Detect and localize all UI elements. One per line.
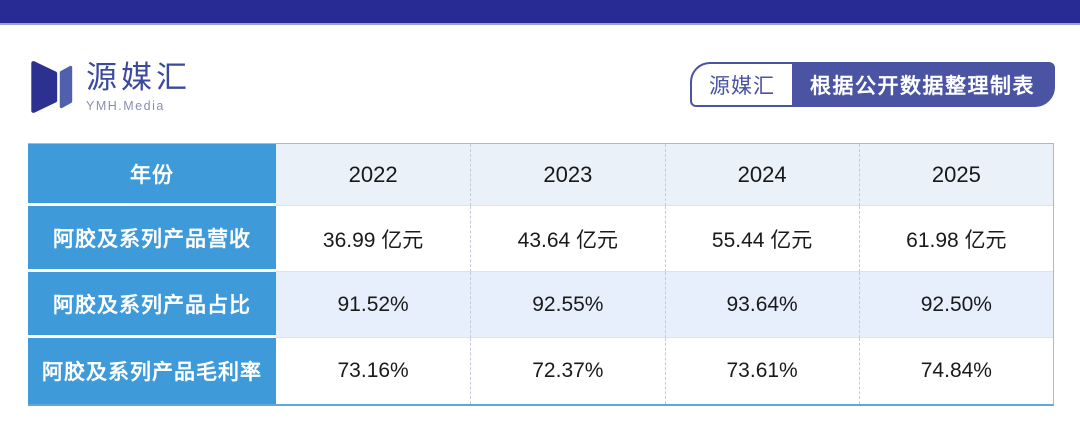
- source-badge-brand: 源媒汇: [692, 64, 792, 105]
- table-cell: 43.64 亿元: [470, 206, 665, 272]
- table-cell: 73.61%: [664, 338, 859, 404]
- brand-text-block: 源媒汇 YMH.Media: [86, 60, 191, 113]
- table-cell: 92.50%: [858, 272, 1053, 338]
- ymh-logo-icon: [31, 61, 73, 113]
- table-cell: 61.98 亿元: [858, 206, 1053, 272]
- brand-logo: 源媒汇 YMH.Media: [30, 58, 191, 116]
- data-table: 年份 2022 2023 2024 2025 阿胶及系列产品营收 36.99 亿…: [28, 143, 1054, 406]
- table-header-2024: 2024: [664, 144, 859, 206]
- table-cell: 92.55%: [470, 272, 665, 338]
- table-header-2025: 2025: [858, 144, 1053, 206]
- table-cell: 93.64%: [664, 272, 859, 338]
- table-cell: 91.52%: [276, 272, 471, 338]
- row-label-gross-margin: 阿胶及系列产品毛利率: [28, 338, 276, 404]
- row-label-revenue: 阿胶及系列产品营收: [28, 206, 276, 272]
- table-header-year: 年份: [28, 144, 276, 206]
- table-cell: 74.84%: [858, 338, 1053, 404]
- table-cell: 73.16%: [276, 338, 471, 404]
- brand-name: 源媒汇: [86, 60, 191, 96]
- brand-tagline: YMH.Media: [86, 98, 165, 113]
- source-badge: 源媒汇 根据公开数据整理制表: [690, 62, 1055, 107]
- top-accent-bar: [0, 0, 1080, 25]
- table-cell: 72.37%: [470, 338, 665, 404]
- source-badge-note: 根据公开数据整理制表: [792, 64, 1053, 105]
- row-label-share: 阿胶及系列产品占比: [28, 272, 276, 338]
- table-cell: 36.99 亿元: [276, 206, 471, 272]
- table-header-2022: 2022: [276, 144, 471, 206]
- table-header-2023: 2023: [470, 144, 665, 206]
- table-cell: 55.44 亿元: [664, 206, 859, 272]
